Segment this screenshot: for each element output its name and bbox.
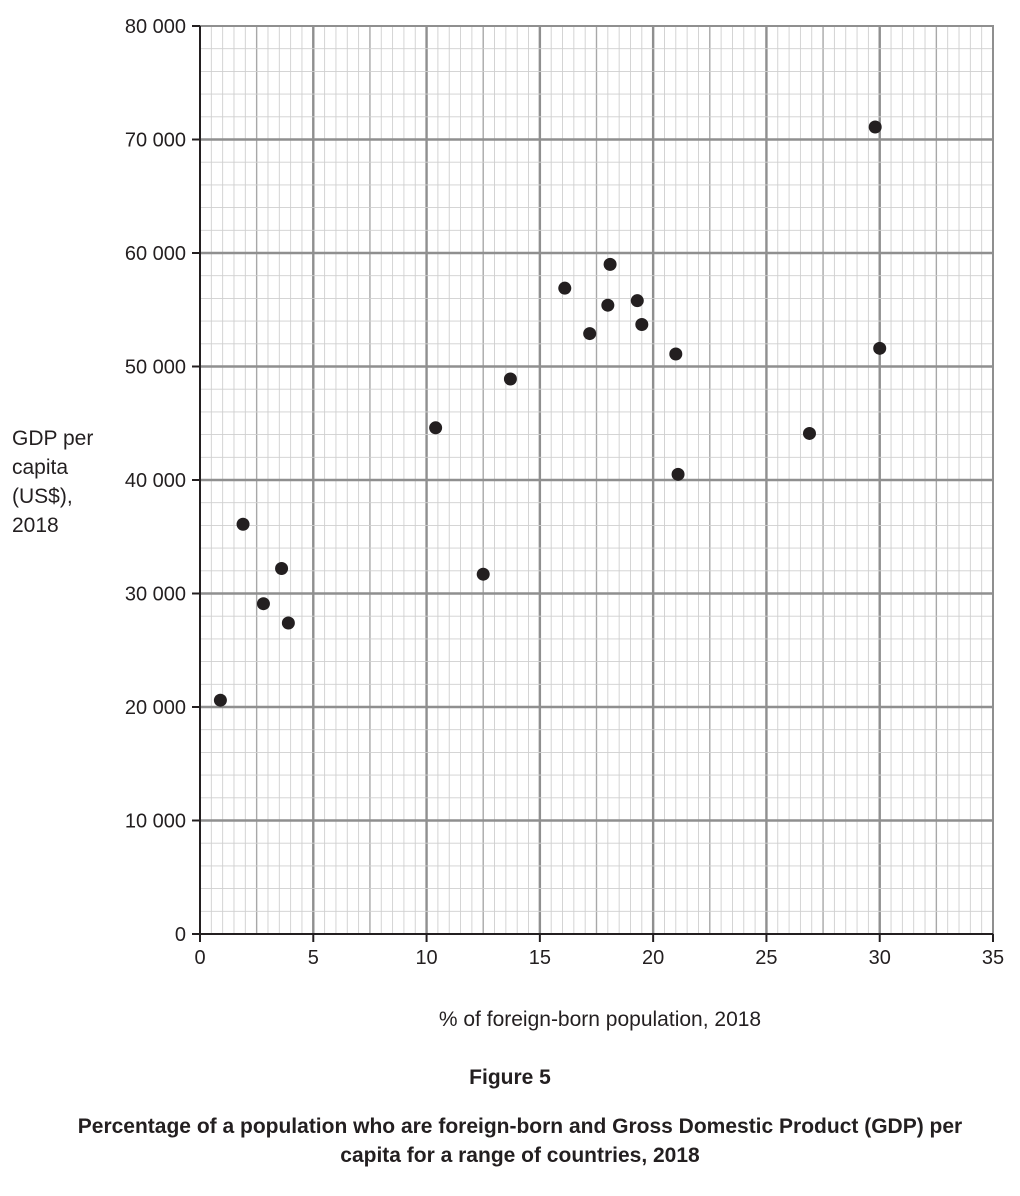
data-point	[503, 372, 517, 386]
data-point	[558, 281, 572, 295]
x-tick-label: 20	[642, 947, 664, 969]
data-point	[603, 257, 617, 271]
y-tick-label: 60 000	[125, 243, 186, 265]
x-tick-label: 30	[869, 947, 891, 969]
y-tick-label: 50 000	[125, 357, 186, 379]
x-tick-label: 15	[529, 947, 551, 969]
grid	[199, 25, 994, 935]
y-tick-label: 20 000	[125, 697, 186, 719]
data-point	[669, 347, 683, 361]
data-point	[281, 616, 295, 630]
data-points	[213, 120, 887, 707]
x-tick-label: 0	[194, 947, 205, 969]
data-point	[873, 341, 887, 355]
y-tick-label: 0	[175, 924, 186, 946]
x-tick-label: 25	[755, 947, 777, 969]
data-point	[213, 693, 227, 707]
data-point	[275, 562, 289, 576]
data-point	[635, 318, 649, 332]
data-point	[671, 467, 685, 481]
axes	[192, 25, 994, 942]
data-point	[868, 120, 882, 134]
y-axis-label: GDP per capita (US$), 2018	[12, 427, 94, 537]
data-point	[583, 327, 597, 341]
x-axis-label: % of foreign-born population, 2018	[438, 1008, 762, 1031]
y-tick-label: 10 000	[125, 811, 186, 833]
data-point	[429, 421, 443, 435]
x-tick-label: 5	[308, 947, 319, 969]
data-point	[236, 517, 250, 531]
y-tick-label: 70 000	[125, 130, 186, 152]
figure-number: Figure 5	[469, 1066, 551, 1089]
tick-labels: 0 5 10 15 20 25 30 35 0 10 000 20 000 30 000 40 000 5…	[125, 16, 1004, 969]
data-point	[256, 597, 270, 611]
data-point	[601, 298, 615, 312]
data-point	[630, 294, 644, 308]
y-tick-label: 30 000	[125, 584, 186, 606]
x-tick-label: 35	[982, 947, 1004, 969]
y-tick-label: 80 000	[125, 16, 186, 38]
x-tick-label: 10	[415, 947, 437, 969]
data-point	[802, 426, 816, 440]
scatter-plot: 0 5 10 15 20 25 30 35 0 10 000 20 000 30 000 40 000 5…	[125, 16, 1004, 969]
y-tick-label: 40 000	[125, 470, 186, 492]
figure-caption: Percentage of a population who are forei…	[77, 1115, 963, 1167]
data-point	[476, 567, 490, 581]
